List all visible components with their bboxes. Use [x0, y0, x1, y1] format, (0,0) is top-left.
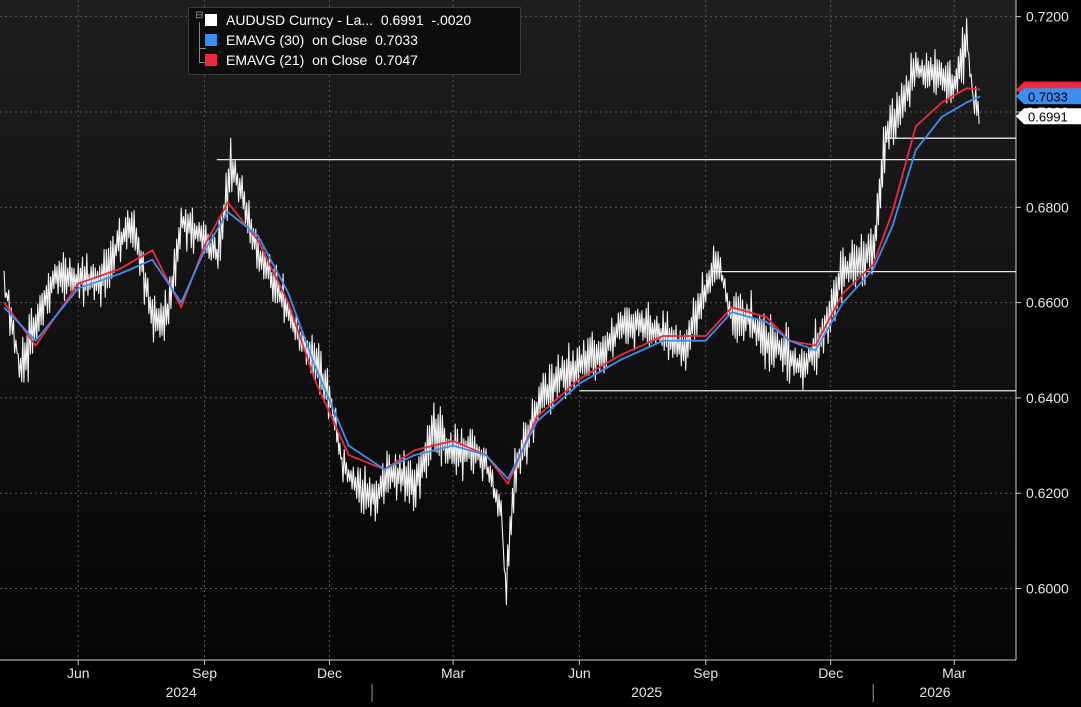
collapse-icon[interactable]: ⊟: [195, 10, 204, 21]
y-tick-label: 0.6200: [1026, 485, 1069, 501]
x-tick-label: Mar: [441, 665, 465, 681]
legend-item-ema30[interactable]: EMAVG (30) on Close 0.7033: [189, 30, 522, 50]
legend-tree-branch: [199, 22, 206, 49]
x-tick-label: Dec: [818, 665, 843, 681]
y-tick-label: 0.7200: [1026, 9, 1069, 25]
x-tick-label: Mar: [942, 665, 966, 681]
legend-swatch-ema21: [205, 54, 217, 66]
y-tick-label: 0.6000: [1026, 581, 1069, 597]
year-label: 2024: [166, 684, 197, 700]
price-tags: 0.7033 0.6991: [1016, 81, 1081, 125]
legend-swatch-price: [205, 14, 217, 26]
price-tag: [1016, 88, 1081, 105]
ema30-line: [3, 95, 981, 480]
x-tick-label: Sep: [693, 665, 718, 681]
x-tick-label: Dec: [317, 665, 342, 681]
legend-item-price[interactable]: AUDUSD Curncy - La... 0.6991 -.0020: [189, 10, 522, 30]
price-series: [3, 17, 980, 606]
chart-legend: ⊟ AUDUSD Curncy - La... 0.6991 -.0020 EM…: [188, 7, 521, 75]
price-tag-label: 0.6991: [1028, 109, 1068, 124]
legend-label-ema30: EMAVG (30) on Close 0.7033: [226, 32, 418, 48]
price-tag-label: 0.7033: [1028, 89, 1068, 104]
legend-label-ema21: EMAVG (21) on Close 0.7047: [226, 52, 418, 68]
year-label: 2026: [919, 684, 950, 700]
year-label: 2025: [631, 684, 662, 700]
price-tag: [1016, 108, 1081, 125]
ema-series: [3, 87, 981, 485]
legend-swatch-ema30: [205, 34, 217, 46]
legend-tree-branch: [199, 48, 206, 63]
x-tick-label: Jun: [568, 665, 591, 681]
legend-label-price: AUDUSD Curncy - La... 0.6991 -.0020: [226, 12, 472, 28]
y-tick-label: 0.6800: [1026, 199, 1069, 215]
legend-item-ema21[interactable]: EMAVG (21) on Close 0.7047: [189, 50, 522, 70]
x-tick-label: Jun: [67, 665, 90, 681]
price-line: [3, 17, 980, 606]
y-tick-label: 0.6600: [1026, 295, 1069, 311]
x-tick-label: Sep: [192, 665, 217, 681]
y-tick-label: 0.6400: [1026, 390, 1069, 406]
